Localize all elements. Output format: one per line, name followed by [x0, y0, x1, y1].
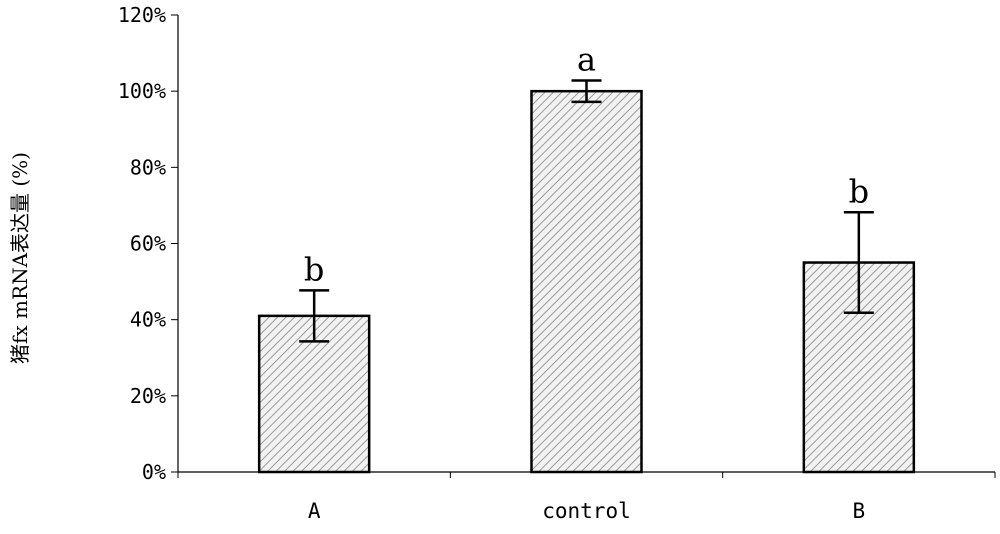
significance-label: a: [577, 41, 596, 79]
x-tick-label: A: [308, 499, 321, 523]
y-tick-label: 0%: [142, 460, 166, 484]
y-axis-label: 猪fx mRNA表达量 (%): [8, 152, 32, 364]
significance-label: b: [849, 172, 869, 210]
y-tick-label: 60%: [130, 232, 166, 256]
y-tick-label: 80%: [130, 155, 166, 179]
bar-A: [257, 314, 371, 474]
y-tick-label: 40%: [130, 308, 166, 332]
y-tick-label: 20%: [130, 384, 166, 408]
y-tick-label: 120%: [118, 3, 166, 27]
y-tick-label: 100%: [118, 79, 166, 103]
bar-control: [530, 89, 643, 474]
x-tick-label: B: [853, 499, 866, 523]
x-tick-label: control: [542, 499, 631, 523]
significance-label: b: [304, 250, 324, 288]
